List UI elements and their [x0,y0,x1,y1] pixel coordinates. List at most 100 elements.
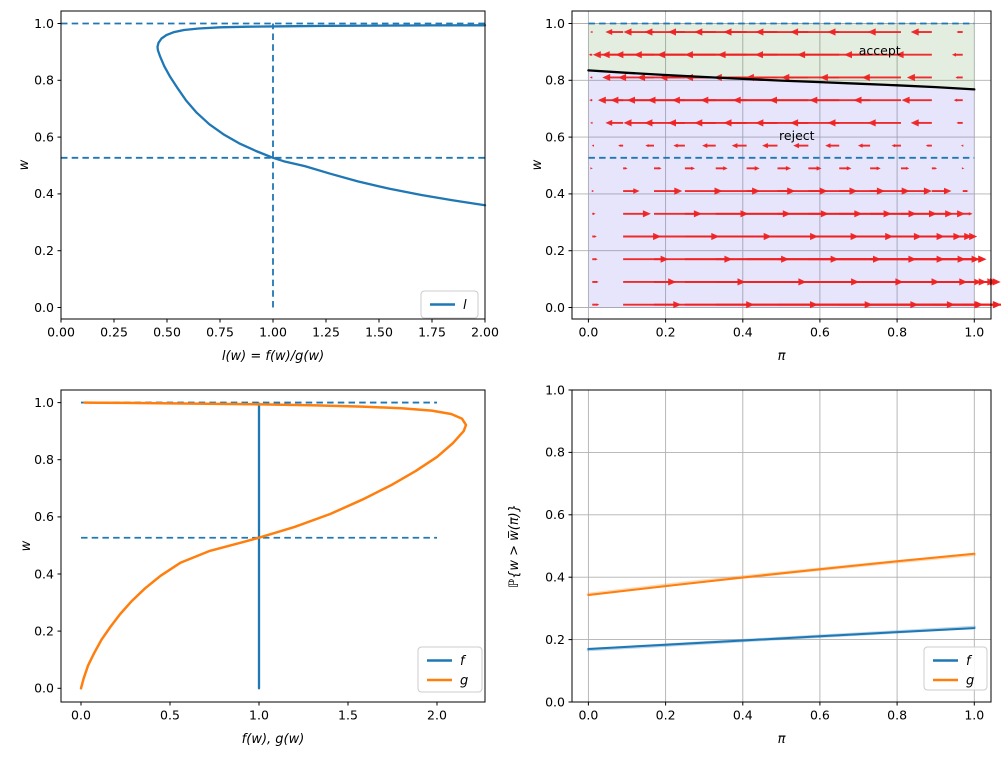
y-tick-label: 0.6 [34,129,54,144]
flow-arrow-head [623,28,632,36]
flow-arrow-head [956,121,959,124]
flow-arrow-head [625,167,628,170]
flow-arrow-head [966,190,969,193]
x-tick-label: 1.5 [338,708,358,723]
accept-region [588,23,975,90]
panel-phase-field: accept reject 0.0 0.2 0.4 0.6 0.8 1.0 0.0 0.2 0.4 0… [530,10,1001,364]
y-tick-label: 0.2 [545,632,565,647]
flow-arrow-head [645,144,649,148]
flow-arrow-head [623,119,632,127]
y-tick-label: 0.0 [545,694,565,709]
flow-arrow-head [731,143,738,149]
x-tick-label: 0.6 [810,708,830,723]
x-tick-label: 0.50 [153,325,181,340]
y-axis-label: w [17,159,32,170]
y-tick-label: 1.0 [545,382,565,397]
flow-arrow-head [853,96,862,104]
flow-arrow-head [857,143,863,148]
flow-arrow-head [671,96,680,104]
y-axis-label: w [19,540,34,551]
flow-arrow-head [605,119,613,126]
flow-arrow-head [934,167,938,170]
y-tick-label: 1.0 [34,16,54,31]
y-tick-label: 0.8 [34,452,54,467]
flow-arrow-head [595,258,598,261]
y-tick-label: 0.4 [34,186,54,201]
flow-arrow-head [602,73,611,81]
flow-arrow-head [971,234,977,239]
x-tick-label: 0.4 [733,708,753,723]
flow-arrow-head [723,28,732,36]
flow-arrow-head [633,51,642,59]
flow-arrow-head [910,119,919,127]
legend-label-g: g [966,674,974,689]
flow-arrow-head [588,53,591,56]
x-tick-label: 0.5 [160,708,180,723]
y-tick-label: 0.2 [34,243,54,258]
flow-arrow-head [762,143,768,149]
flow-arrow-head [925,144,929,147]
flow-arrow-head [769,96,777,104]
flow-arrow-head [891,144,896,148]
x-tick-label: 1.25 [312,325,340,340]
flow-arrow-head [975,301,984,309]
flow-arrow-head [793,143,799,149]
x-tick-label: 0.25 [100,325,128,340]
flow-arrow-head [593,212,596,215]
flow-arrow-head [590,167,593,170]
flow-arrow-head [723,119,732,127]
flow-arrow-head [910,28,919,36]
y-axis-label: ℙ{w > w̅(π)} [507,504,522,588]
flow-arrow-head [589,76,593,79]
x-tick-label: 1.00 [259,325,287,340]
series-g-line [79,401,468,690]
x-tick-label: 0.2 [656,708,676,723]
x-tick-label: 0.0 [578,325,598,340]
axes-spines [60,389,486,703]
panel-densities: 0.0 0.5 1.0 1.5 2.0 0.0 0.2 0.4 0.6 0.8 1.0 f(w), g… [19,389,486,747]
flow-arrow-head [592,51,601,59]
flow-arrow-head [591,144,594,147]
flow-arrow-head [846,166,852,171]
legend-label-l: l [463,298,467,313]
y-tick-label: 0.0 [545,300,565,315]
flow-arrow-head [642,210,651,218]
flow-arrow-head [673,143,678,148]
flow-arrow-head [755,28,764,36]
flow-arrow-head [992,278,1001,286]
flow-arrow-head [993,301,1001,309]
flow-arrow-head [674,187,683,195]
y-tick-label: 0.6 [34,509,54,524]
flow-arrow-head [968,212,973,216]
x-tick-label: 0.0 [578,708,598,723]
flow-arrow-head [844,51,852,59]
flow-arrow-head [906,166,910,170]
panel-acceptance-probability: 0.0 0.2 0.4 0.6 0.8 1.0 0.0 0.2 0.4 0.6 0.8 1.0 π ℙ{w… [507,382,992,747]
flow-arrow-head [781,73,790,82]
flow-arrow-head [605,29,613,35]
series-cutoff-boundary-line [587,69,976,91]
flow-arrow-head [597,96,606,104]
flow-arrow-head [819,73,828,82]
flow-arrow-head [827,28,836,36]
axes-spines [571,389,992,703]
x-axis-label: f(w), g(w) [242,732,305,747]
y-tick-label: 0.4 [34,566,54,581]
y-tick-label: 0.0 [34,300,54,315]
flow-arrow-head [702,143,708,148]
flow-arrow-head [618,73,627,82]
flow-arrow-head [637,73,646,82]
flow-arrow-head [755,119,764,127]
flow-arrow-head [627,96,635,104]
flow-arrow-head [790,119,799,127]
flow-arrow-head [717,51,726,59]
x-tick-label: 1.75 [418,325,446,340]
x-axis-label: l(w) = f(w)/g(w) [222,349,324,364]
flow-arrow-head [684,51,693,59]
flow-arrow-head [867,119,876,127]
flow-arrow-head [809,96,818,104]
x-tick-label: 0.6 [810,325,830,340]
axes-spines [571,10,992,320]
legend: fg [923,646,988,691]
legend-label-g: g [460,674,468,689]
